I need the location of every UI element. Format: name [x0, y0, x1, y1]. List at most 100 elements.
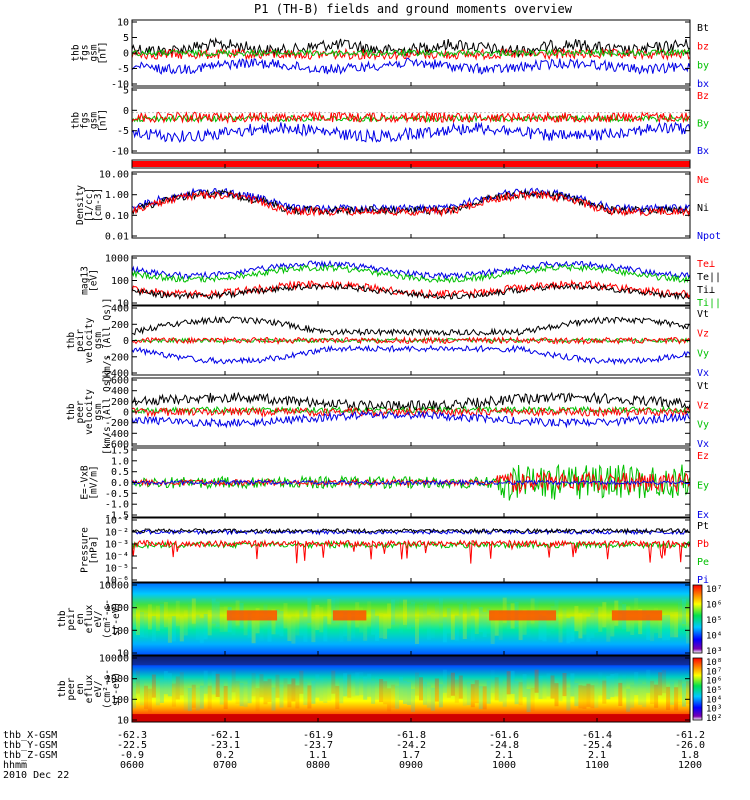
spectrogram-strip: [434, 678, 439, 702]
spectrogram-strip: [211, 671, 216, 695]
y-tick-label: -400: [105, 369, 129, 380]
spectrogram-strip: [259, 674, 264, 698]
spectrogram-strip: [179, 672, 184, 696]
vy-trace: [131, 337, 691, 344]
spectrogram-strip: [542, 616, 547, 642]
spectrogram-strip: [271, 609, 276, 635]
y-axis-label: gsm: [93, 403, 104, 420]
spectrogram-strip: [247, 612, 252, 638]
vt-trace: [131, 315, 691, 337]
legend-npot-label: Npot: [697, 231, 721, 242]
spectrogram-strip: [311, 680, 316, 704]
ti-perp-trace: [131, 259, 691, 280]
spectrogram-strip: [163, 601, 168, 628]
spectrogram-strip: [478, 686, 483, 710]
y-tick-label: 10⁻⁴: [105, 552, 129, 563]
spectrogram-strip: [327, 599, 332, 625]
spectrogram-strip: [590, 685, 595, 709]
y-tick-label: 10.00: [99, 170, 129, 181]
spectrogram-strip: [144, 685, 148, 709]
spectrogram-strip: [307, 685, 312, 709]
spectrogram-strip: [151, 674, 156, 698]
spectrogram-strip: [682, 683, 686, 707]
spectrogram-strip: [562, 672, 567, 697]
spectrogram-strip: [271, 687, 276, 711]
spectrogram-strip: [167, 617, 172, 643]
panel-peir_spec-field: [132, 583, 690, 655]
spectrogram-strip: [371, 680, 376, 704]
x-tick-label: -61.9: [303, 730, 333, 741]
legend-pi-label: Pi: [697, 575, 709, 586]
spectrogram-strip: [542, 675, 547, 699]
legend-vz-label: Vz: [697, 400, 709, 411]
spectrogram-strip: [155, 605, 160, 631]
spectrogram-strip: [267, 678, 272, 702]
spectrogram-strip: [650, 615, 655, 642]
y-axis-label: thb: [57, 680, 68, 697]
y-axis-label: fgs: [80, 112, 91, 129]
x-tick-label: 1100: [585, 760, 609, 771]
y-axis-label: en: [75, 613, 86, 624]
spectrogram-strip: [506, 671, 511, 695]
ne-trace: [131, 190, 691, 218]
date-label: 2010 Dec 22: [3, 770, 69, 781]
spectrogram-strip: [415, 672, 419, 696]
spectrogram-strip: [470, 684, 475, 708]
spectrogram-strip: [247, 680, 252, 704]
y-tick-label: 0.01: [105, 232, 129, 243]
spectrogram-strip: [319, 607, 324, 633]
spectrogram-strip: [578, 613, 583, 639]
spectrogram-strip: [654, 607, 659, 634]
te-par-trace: [131, 283, 691, 301]
spectrogram-strip: [494, 677, 499, 701]
x-tick-label: -23.7: [303, 740, 333, 751]
spectrogram-strip: [279, 611, 284, 637]
x-tick-label: 1.8: [681, 750, 699, 761]
y-tick-label: -400: [105, 429, 129, 440]
spectrogram-strip: [666, 614, 671, 641]
x-tick-label: -23.1: [210, 740, 240, 751]
y-axis-label: [km/s (All Qs)]: [102, 369, 113, 455]
spectrogram-strip: [351, 613, 356, 639]
legend-by-label: By: [697, 119, 709, 130]
y-tick-label: 0.5: [111, 467, 129, 478]
spectrogram-strip: [399, 677, 403, 701]
spectrogram-strip: [303, 616, 308, 642]
legend-pe-label: Pe: [697, 557, 709, 568]
spectrogram-strip: [586, 616, 591, 642]
spectrogram-strip: [450, 672, 455, 696]
spectrogram-strip: [151, 616, 156, 642]
spectrogram-strip: [267, 616, 272, 642]
spectrogram-strip: [442, 617, 447, 643]
spectrogram-strip: [207, 685, 212, 709]
spectrogram-strip: [618, 682, 623, 706]
spectrogram-strip: [355, 672, 360, 696]
y-tick-label: -5: [117, 126, 129, 137]
spectrogram-strip: [363, 615, 368, 641]
spectrogram-strip: [662, 669, 667, 694]
spectrogram-strip: [359, 671, 364, 696]
spectrogram-strip: [606, 616, 611, 642]
spectrogram-strip: [231, 610, 236, 636]
spectrogram-strip: [375, 676, 380, 700]
spectrogram-strip: [682, 598, 686, 625]
legend-te-label: Te||: [697, 272, 721, 283]
spectrogram-strip: [375, 615, 380, 641]
legend-vz-label: Vz: [697, 329, 709, 340]
y-tick-label: -10: [111, 80, 129, 91]
spectrogram-strip: [287, 684, 292, 708]
y-axis-label: eV/: [93, 680, 104, 697]
y-tick-label: 1000: [105, 674, 129, 685]
y-axis-label: (cm²-s-: [102, 669, 113, 709]
y-axis-label: E=-VxB: [80, 465, 91, 500]
spectrogram-strip: [387, 688, 392, 712]
y-axis-label: eflux: [84, 674, 95, 703]
legend-vx-label: Vx: [697, 439, 709, 450]
y-tick-label: 10000: [99, 581, 129, 592]
legend-vx-label: Vx: [697, 368, 709, 379]
y-tick-label: 10: [117, 649, 129, 660]
x-tick-label: -25.4: [582, 740, 612, 751]
spectrogram-strip: [566, 618, 571, 644]
spectrogram-strip: [606, 676, 611, 700]
spectrogram-strip: [411, 688, 415, 712]
